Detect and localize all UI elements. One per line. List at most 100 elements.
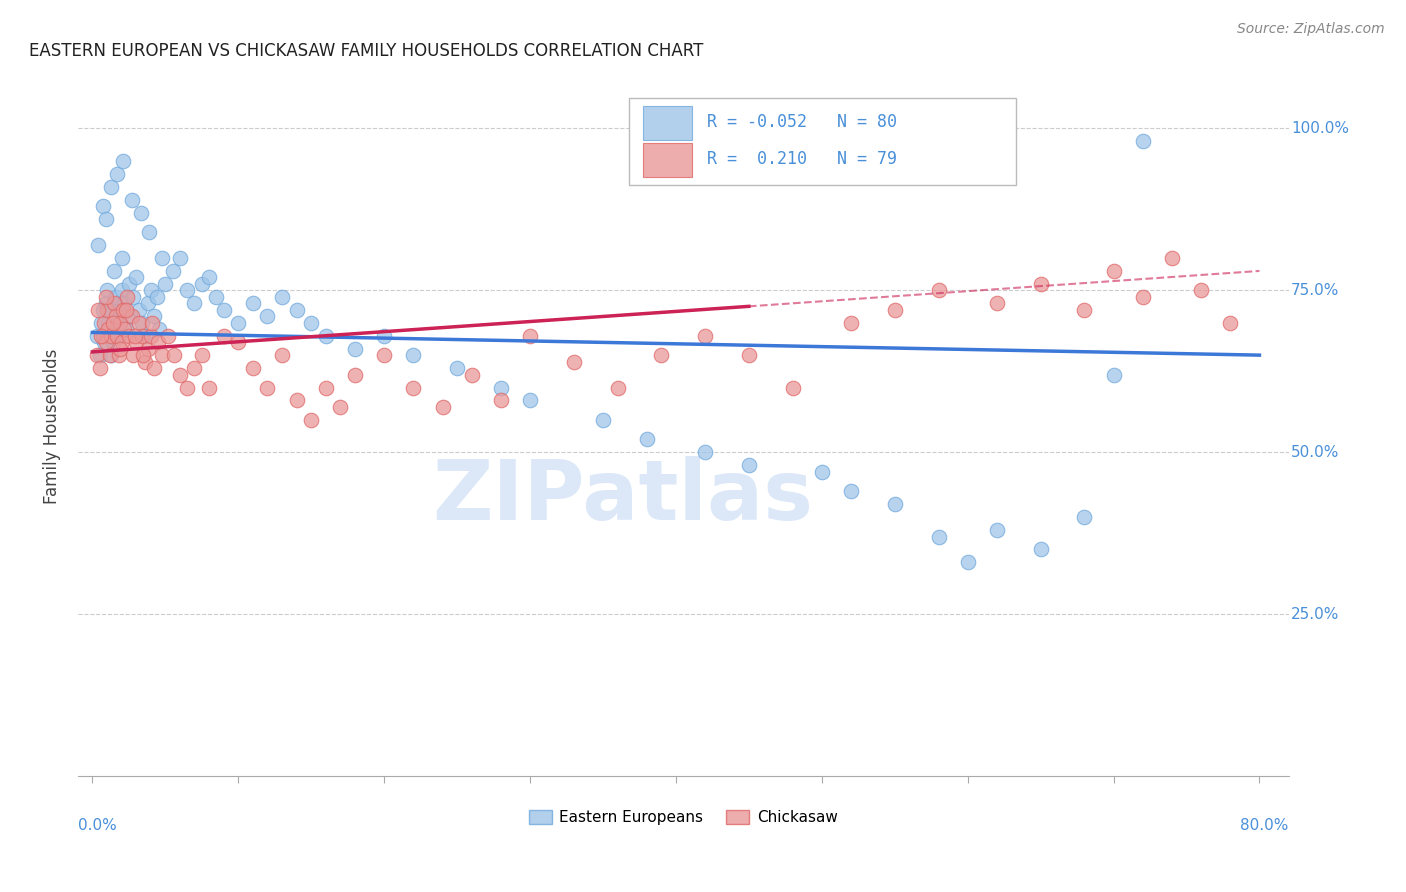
Point xyxy=(122,348,145,362)
Point xyxy=(432,400,454,414)
Point xyxy=(198,270,221,285)
Point xyxy=(1073,302,1095,317)
Point xyxy=(152,348,174,362)
Point xyxy=(114,322,136,336)
Point xyxy=(226,335,249,350)
Point xyxy=(94,212,117,227)
Point xyxy=(986,296,1008,310)
Point xyxy=(285,302,308,317)
Point xyxy=(89,348,111,362)
Text: 0.0%: 0.0% xyxy=(77,818,117,833)
Point xyxy=(129,205,152,219)
Point xyxy=(103,264,125,278)
Point xyxy=(693,328,716,343)
Point xyxy=(87,238,110,252)
Point xyxy=(1102,264,1125,278)
Point xyxy=(883,302,905,317)
Text: 80.0%: 80.0% xyxy=(1240,818,1289,833)
Point xyxy=(136,342,159,356)
Point xyxy=(87,302,110,317)
Point xyxy=(1132,290,1154,304)
Point xyxy=(271,348,294,362)
Point xyxy=(986,523,1008,537)
Point xyxy=(402,348,425,362)
Point xyxy=(107,328,129,343)
Point xyxy=(212,302,235,317)
Text: 75.0%: 75.0% xyxy=(1291,283,1340,298)
Point xyxy=(142,310,165,324)
Point xyxy=(120,310,142,324)
Point xyxy=(90,328,112,343)
Legend: Eastern Europeans, Chickasaw: Eastern Europeans, Chickasaw xyxy=(523,805,844,831)
Text: 100.0%: 100.0% xyxy=(1291,121,1350,136)
Point xyxy=(139,328,162,343)
Point xyxy=(183,296,205,310)
Point xyxy=(97,322,120,336)
Point xyxy=(134,354,156,368)
Point xyxy=(782,380,804,394)
Point xyxy=(198,380,221,394)
Text: R = -0.052   N = 80: R = -0.052 N = 80 xyxy=(707,113,897,131)
Point xyxy=(90,316,112,330)
Point xyxy=(108,342,131,356)
Point xyxy=(928,529,950,543)
Point xyxy=(94,335,117,350)
Point xyxy=(271,290,294,304)
Point xyxy=(111,153,134,168)
Point xyxy=(155,277,177,291)
Point xyxy=(343,368,366,382)
Point xyxy=(460,368,482,382)
Point xyxy=(114,296,136,310)
Point xyxy=(101,335,124,350)
Text: R =  0.210   N = 79: R = 0.210 N = 79 xyxy=(707,150,897,169)
Point xyxy=(738,458,761,473)
Point xyxy=(373,328,395,343)
Text: 50.0%: 50.0% xyxy=(1291,445,1340,459)
Point xyxy=(103,296,125,310)
Point xyxy=(489,380,512,394)
Point xyxy=(212,328,235,343)
Point xyxy=(134,328,156,343)
FancyBboxPatch shape xyxy=(644,106,692,139)
Point xyxy=(108,316,131,330)
Point xyxy=(107,348,129,362)
Point xyxy=(115,322,138,336)
Point xyxy=(115,302,138,317)
Point xyxy=(110,251,132,265)
Point xyxy=(489,393,512,408)
Point xyxy=(242,361,264,376)
Point xyxy=(100,179,122,194)
Point xyxy=(373,348,395,362)
Point xyxy=(110,284,132,298)
Point xyxy=(169,251,191,265)
Point xyxy=(138,225,160,239)
Point xyxy=(299,413,322,427)
Point xyxy=(105,328,128,343)
Point xyxy=(1102,368,1125,382)
Point xyxy=(94,296,117,310)
Point xyxy=(176,380,198,394)
Point xyxy=(125,270,148,285)
Point xyxy=(176,284,198,298)
Point xyxy=(226,316,249,330)
Point xyxy=(128,302,150,317)
Point xyxy=(191,348,214,362)
Point xyxy=(136,296,159,310)
Point xyxy=(446,361,468,376)
Point xyxy=(738,348,761,362)
Point xyxy=(343,342,366,356)
Point xyxy=(145,290,167,304)
Point xyxy=(839,484,862,499)
Point xyxy=(1073,510,1095,524)
Point xyxy=(242,296,264,310)
Point xyxy=(256,380,278,394)
Point xyxy=(111,302,134,317)
Point xyxy=(105,167,128,181)
Point xyxy=(93,335,115,350)
Point xyxy=(519,328,541,343)
Point xyxy=(96,284,118,298)
Point xyxy=(810,465,832,479)
Point xyxy=(118,328,141,343)
Point xyxy=(91,302,114,317)
Point xyxy=(142,361,165,376)
